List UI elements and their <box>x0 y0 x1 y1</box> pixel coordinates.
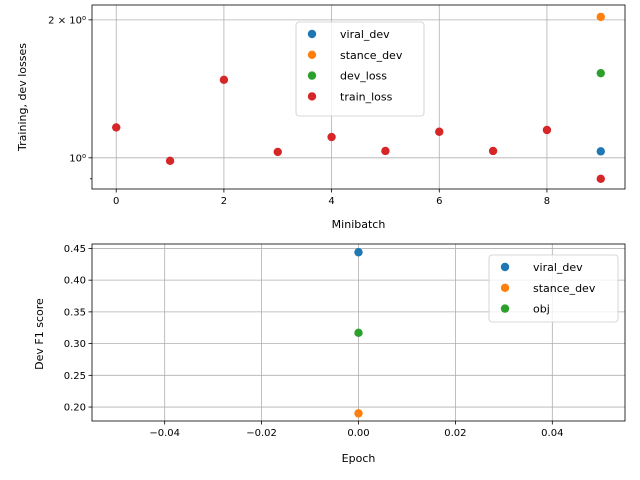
f1-plot-x-tick-label: 0.04 <box>541 428 563 439</box>
point-dev-loss <box>596 68 605 78</box>
loss-plot-y-axis-label: Training, dev losses <box>16 43 29 152</box>
loss-plot: 0 2 4 6 8 10⁰ 2 × 10⁰ Minibatch Training, dev … <box>16 4 626 231</box>
loss-plot-x-tick-label: 8 <box>544 196 550 207</box>
f1-plot-y-tick-label: 0.45 <box>64 244 86 255</box>
f1-plot-x-axis-label: Epoch <box>342 452 376 465</box>
point-obj <box>354 328 363 338</box>
f1-plot-x-tick-label: −0.04 <box>149 428 180 439</box>
f1-plot-y-tick-label: 0.25 <box>64 371 86 382</box>
f1-plot-y-tick-label: 0.35 <box>64 307 86 318</box>
point-train-loss <box>327 132 336 142</box>
loss-plot-legend-marker-dev-loss <box>307 71 317 80</box>
f1-plot-legend-marker-stance-dev <box>500 283 510 292</box>
point-viral-dev <box>596 147 605 156</box>
point-train-loss <box>273 147 282 157</box>
f1-plot-ticks: −0.04 −0.02 0.00 0.02 0.04 0.20 0.25 0.30 0.35 0.… <box>64 244 564 439</box>
f1-plot-legend-marker-viral-dev <box>500 262 510 272</box>
loss-plot-legend-label-viral-dev: viral_dev <box>340 28 390 41</box>
point-train-loss <box>542 125 552 135</box>
point-train-loss <box>596 174 605 183</box>
f1-plot-y-tick-label: 0.20 <box>64 403 86 414</box>
f1-plot-grid <box>92 244 625 421</box>
point-train-loss <box>488 146 498 156</box>
f1-plot-x-tick-label: 0.00 <box>347 428 369 439</box>
loss-plot-legend-box <box>295 21 425 117</box>
point-stance-dev <box>354 409 363 418</box>
f1-plot-legend-label-stance-dev: stance_dev <box>533 282 596 295</box>
f1-plot-y-axis-label: Dev F1 score <box>33 298 46 370</box>
point-viral-dev <box>354 248 363 257</box>
point-train-loss <box>165 156 175 166</box>
loss-plot-legend-marker-viral-dev <box>307 29 317 39</box>
point-train-loss <box>112 123 121 132</box>
f1-plot: −0.04 −0.02 0.00 0.02 0.04 0.20 0.25 0.30 0.35 0.… <box>33 243 626 465</box>
loss-plot-x-tick-label: 0 <box>113 196 119 207</box>
f1-plot-y-tick-label: 0.30 <box>64 339 86 350</box>
f1-plot-y-tick-label: 0.40 <box>64 276 86 287</box>
f1-plot-x-tick-label: 0.02 <box>444 428 466 439</box>
loss-plot-legend-marker-stance-dev <box>307 50 317 59</box>
loss-plot-x-tick-label: 2 <box>221 196 227 207</box>
loss-plot-legend-label-stance-dev: stance_dev <box>340 49 403 62</box>
point-train-loss <box>381 146 390 156</box>
f1-plot-points <box>354 248 363 418</box>
point-train-loss <box>435 127 444 136</box>
loss-plot-legend-marker-train-loss <box>307 92 317 101</box>
loss-plot-legend-label-dev-loss: dev_loss <box>340 70 387 83</box>
f1-plot-legend-marker-obj <box>500 304 510 313</box>
f1-plot-x-tick-label: −0.02 <box>246 428 277 439</box>
f1-plot-legend-label-obj: obj <box>533 303 550 316</box>
loss-plot-x-tick-label: 6 <box>436 196 442 207</box>
loss-plot-x-tick-label: 4 <box>328 196 334 207</box>
f1-plot-legend-label-viral-dev: viral_dev <box>533 261 583 274</box>
loss-plot-legend-label-train-loss: train_loss <box>340 90 393 103</box>
point-stance-dev <box>596 12 605 22</box>
loss-plot-legend: viral_dev stance_dev dev_loss train_loss <box>295 21 425 117</box>
loss-plot-ticks: 0 2 4 6 8 10⁰ 2 × 10⁰ <box>48 15 550 207</box>
loss-plot-points <box>112 12 605 183</box>
f1-plot-legend-box <box>488 254 619 323</box>
loss-plot-frame <box>91 4 626 190</box>
loss-plot-y-tick-label: 2 × 10⁰ <box>48 15 86 26</box>
loss-plot-y-tick-label: 10⁰ <box>69 153 86 164</box>
loss-plot-x-axis-label: Minibatch <box>332 218 386 231</box>
point-train-loss <box>219 75 229 84</box>
